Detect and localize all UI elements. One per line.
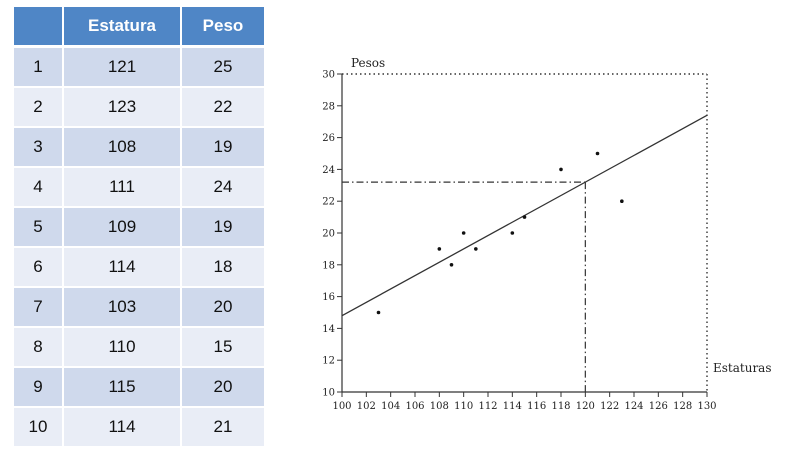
x-tick-label: 110 [454,401,473,412]
x-tick-label: 130 [697,401,716,412]
y-tick-label: 24 [322,165,335,176]
estatura-cell: 114 [64,408,182,448]
data-point [449,263,454,267]
table-row: 3 108 19 [14,128,264,168]
data-point [437,247,442,251]
data-point [474,247,478,251]
peso-cell: 22 [182,88,264,128]
table-header-row: Estatura Peso [14,7,264,48]
y-tick-label: 20 [322,229,335,240]
table-body: 1 121 25 2 123 22 3 108 19 4 111 24 5 109 19 6 114 18 7 103… [14,48,264,448]
header-estatura: Estatura [64,7,182,48]
table-row: 6 114 18 [14,248,264,288]
x-tick-label: 112 [478,401,497,412]
table-row: 2 123 22 [14,88,264,128]
estatura-cell: 115 [64,368,182,408]
row-index-cell: 9 [14,368,64,408]
y-tick-label: 26 [322,133,335,144]
table-row: 9 115 20 [14,368,264,408]
row-index-cell: 5 [14,208,64,248]
estatura-cell: 103 [64,288,182,328]
row-index-cell: 3 [14,128,64,168]
row-index-cell: 1 [14,48,64,88]
peso-cell: 19 [182,208,264,248]
peso-cell: 18 [182,248,264,288]
y-tick-label: 14 [322,324,335,335]
x-tick-label: 114 [503,401,522,412]
y-tick-label: 16 [322,292,335,303]
x-tick-label: 128 [673,401,692,412]
estatura-cell: 111 [64,168,182,208]
table-row: 4 111 24 [14,168,264,208]
data-point [376,310,381,315]
x-tick-label: 108 [430,401,449,412]
x-tick-label: 116 [527,401,546,412]
peso-cell: 24 [182,168,264,208]
data-table: Estatura Peso 1 121 25 2 123 22 3 108 19 4 111 24 5 1… [14,7,264,448]
y-tick-label: 12 [322,356,335,367]
table-row: 10 114 21 [14,408,264,448]
table-row: 5 109 19 [14,208,264,248]
x-tick-label: 102 [357,401,376,412]
data-point [522,215,527,219]
y-axis-label: Pesos [351,56,385,70]
data-point [559,167,563,172]
x-tick-label: 122 [600,401,619,412]
peso-cell: 19 [182,128,264,168]
y-tick-label: 10 [322,388,335,399]
x-tick-label: 118 [551,401,570,412]
y-tick-label: 18 [322,260,335,271]
data-point [620,199,624,203]
estatura-cell: 123 [64,88,182,128]
row-index-cell: 2 [14,88,64,128]
data-point [461,231,466,235]
peso-cell: 21 [182,408,264,448]
data-point [595,151,600,156]
x-tick-label: 124 [624,401,643,412]
peso-cell: 25 [182,48,264,88]
estatura-cell: 114 [64,248,182,288]
row-index-cell: 7 [14,288,64,328]
header-index [14,7,64,48]
row-index-cell: 8 [14,328,64,368]
x-tick-label: 126 [649,401,668,412]
x-tick-label: 104 [381,401,400,412]
table-row: 8 110 15 [14,328,264,368]
row-index-cell: 6 [14,248,64,288]
x-tick-label: 106 [405,401,424,412]
peso-cell: 15 [182,328,264,368]
y-tick-label: 30 [322,70,335,81]
estatura-cell: 108 [64,128,182,168]
table-row: 1 121 25 [14,48,264,88]
x-tick-label: 100 [332,401,351,412]
peso-cell: 20 [182,288,264,328]
peso-cell: 20 [182,368,264,408]
x-axis-label: Estaturas [713,361,772,375]
y-tick-label: 28 [322,101,335,112]
row-index-cell: 10 [14,408,64,448]
y-tick-label: 22 [322,197,335,208]
row-index-cell: 4 [14,168,64,208]
estatura-cell: 109 [64,208,182,248]
x-tick-label: 120 [576,401,595,412]
data-point [510,231,515,235]
header-peso: Peso [182,7,264,48]
estatura-cell: 121 [64,48,182,88]
table-row: 7 103 20 [14,288,264,328]
estatura-cell: 110 [64,328,182,368]
